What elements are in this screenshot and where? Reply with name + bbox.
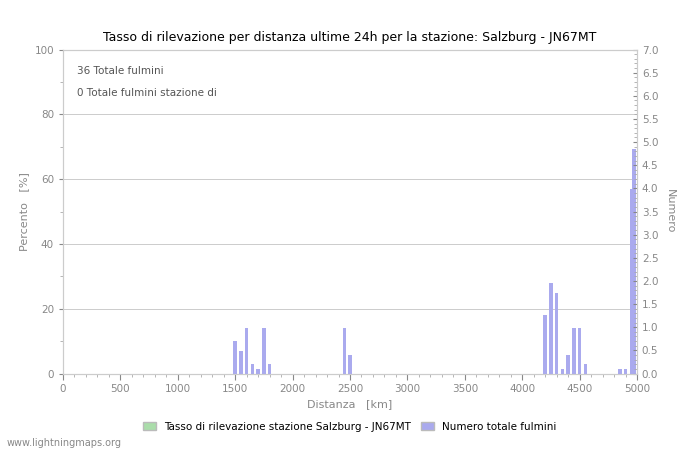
Bar (555, 292, 559, 374)
Text: www.lightningmaps.org: www.lightningmaps.org (7, 438, 122, 448)
Bar (561, 369, 564, 374)
Bar (342, 328, 346, 374)
Y-axis label: Numero: Numero (665, 189, 676, 234)
Bar (550, 284, 552, 374)
Bar (251, 364, 254, 373)
Bar (629, 189, 633, 374)
Bar (584, 364, 587, 373)
Bar (578, 328, 581, 374)
Bar (632, 148, 636, 374)
Bar (349, 356, 351, 373)
X-axis label: Distanza   [km]: Distanza [km] (307, 400, 393, 410)
Bar (572, 328, 575, 374)
Title: Tasso di rilevazione per distanza ultime 24h per la stazione: Salzburg - JN67MT: Tasso di rilevazione per distanza ultime… (104, 31, 596, 44)
Bar (234, 341, 237, 374)
Bar (566, 356, 570, 373)
Bar (543, 315, 547, 374)
Text: 36 Totale fulmini: 36 Totale fulmini (77, 66, 164, 76)
Legend: Tasso di rilevazione stazione Salzburg - JN67MT, Numero totale fulmini: Tasso di rilevazione stazione Salzburg -… (139, 418, 561, 436)
Text: 0 Totale fulmini stazione di: 0 Totale fulmini stazione di (77, 88, 217, 99)
Bar (245, 328, 248, 374)
Bar (624, 369, 627, 374)
Bar (256, 369, 260, 374)
Bar (262, 328, 265, 374)
Bar (268, 364, 272, 373)
Bar (239, 351, 243, 374)
Y-axis label: Percento   [%]: Percento [%] (19, 172, 29, 251)
Bar (618, 369, 622, 374)
